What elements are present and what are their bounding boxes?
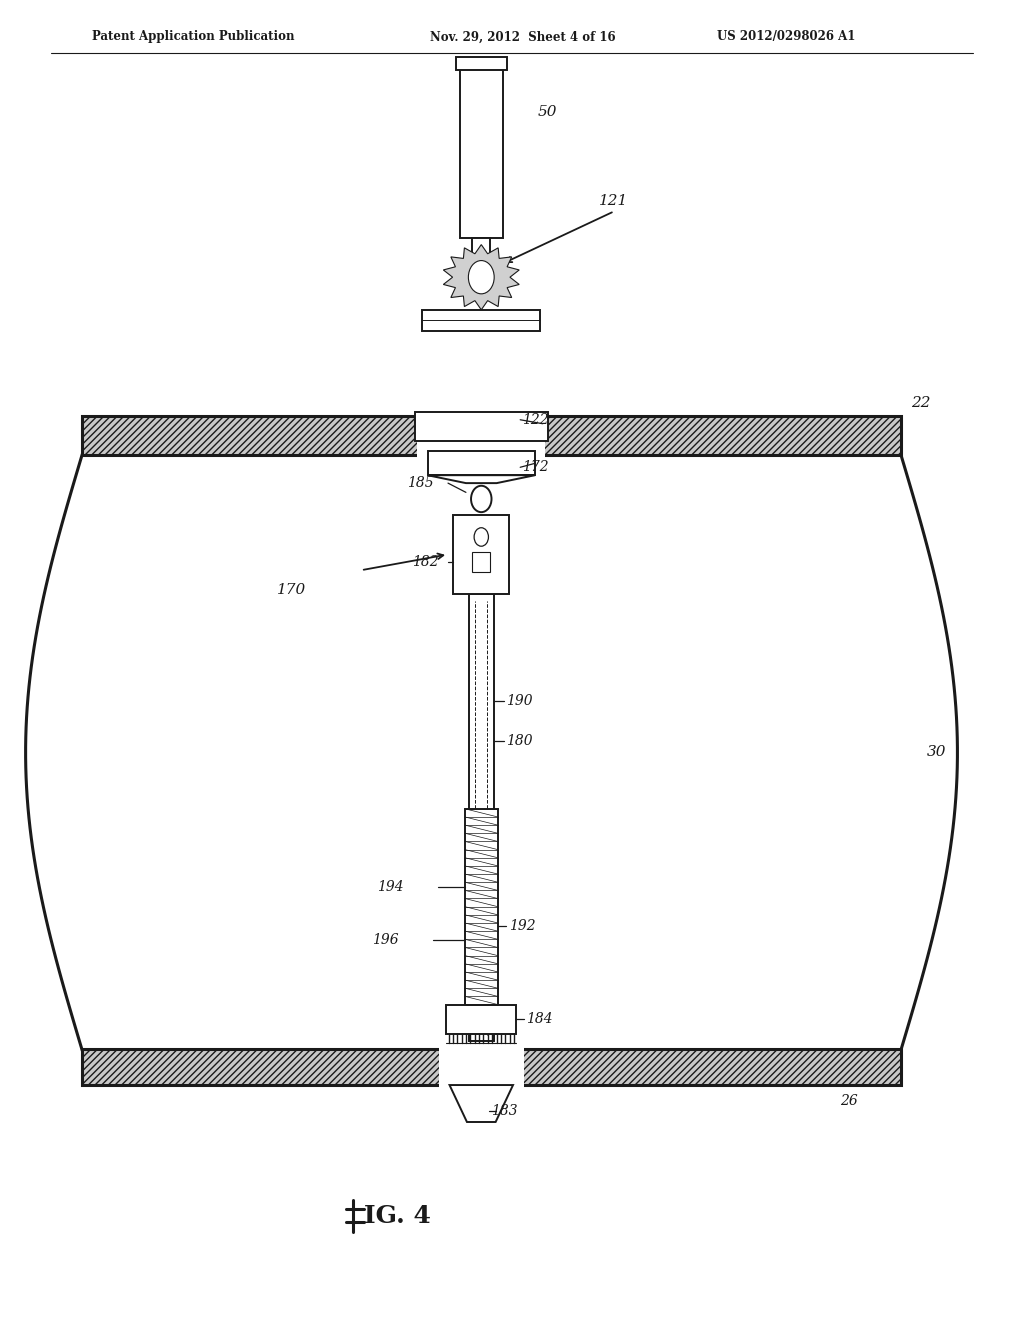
Text: 192: 192 — [509, 920, 536, 933]
Text: 196: 196 — [372, 933, 398, 946]
Text: 172: 172 — [522, 461, 549, 474]
Bar — [456, 57, 507, 70]
Text: 184: 184 — [526, 1012, 553, 1026]
Bar — [82, 416, 901, 455]
Text: 22: 22 — [911, 396, 931, 409]
Text: 190: 190 — [506, 694, 532, 709]
Circle shape — [468, 260, 495, 294]
Text: 182: 182 — [412, 556, 439, 569]
Text: 183: 183 — [492, 1104, 518, 1118]
Bar — [472, 238, 490, 267]
Bar — [446, 1005, 516, 1034]
Polygon shape — [450, 1085, 513, 1122]
Bar — [472, 552, 490, 572]
Bar — [422, 310, 541, 331]
Text: 30: 30 — [927, 746, 946, 759]
Text: 26: 26 — [840, 1094, 857, 1107]
Text: 50: 50 — [538, 106, 557, 119]
Bar — [460, 59, 503, 238]
Text: Patent Application Publication: Patent Application Publication — [92, 30, 295, 44]
Circle shape — [474, 528, 488, 546]
Text: 121: 121 — [599, 194, 629, 207]
Text: 194: 194 — [377, 880, 403, 894]
Circle shape — [471, 486, 492, 512]
Bar — [469, 594, 494, 1041]
Bar — [418, 413, 545, 458]
Bar — [438, 1047, 523, 1088]
Bar — [82, 1049, 901, 1085]
Polygon shape — [428, 475, 535, 483]
Text: 185: 185 — [407, 477, 434, 490]
Polygon shape — [443, 244, 519, 310]
Bar — [465, 809, 498, 1005]
Text: Nov. 29, 2012  Sheet 4 of 16: Nov. 29, 2012 Sheet 4 of 16 — [430, 30, 615, 44]
Text: 122: 122 — [522, 413, 549, 426]
Text: IG. 4: IG. 4 — [364, 1204, 430, 1228]
Text: US 2012/0298026 A1: US 2012/0298026 A1 — [717, 30, 855, 44]
Bar — [415, 412, 548, 441]
Bar — [453, 515, 509, 594]
Text: 180: 180 — [506, 734, 532, 748]
Text: 170: 170 — [276, 583, 306, 597]
Bar — [428, 451, 535, 475]
